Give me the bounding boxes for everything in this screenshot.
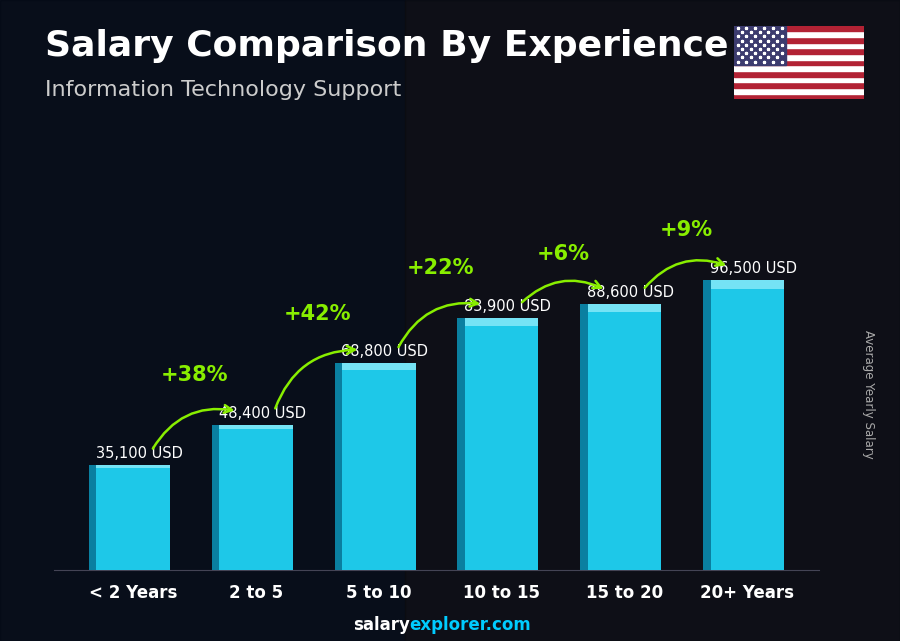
Bar [588, 304, 662, 570]
Text: 35,100 USD: 35,100 USD [95, 445, 183, 461]
Bar [342, 363, 416, 570]
Text: explorer.com: explorer.com [410, 616, 531, 634]
Text: 68,800 USD: 68,800 USD [341, 344, 428, 359]
Bar [734, 54, 864, 60]
Bar [588, 304, 662, 312]
Bar [734, 26, 864, 31]
Bar [335, 363, 342, 570]
Bar [89, 465, 96, 570]
Bar [734, 26, 786, 65]
Text: Information Technology Support: Information Technology Support [45, 80, 401, 100]
Text: Average Yearly Salary: Average Yearly Salary [862, 330, 875, 458]
Text: 96,500 USD: 96,500 USD [710, 261, 797, 276]
Bar [96, 465, 170, 570]
Text: +38%: +38% [161, 365, 229, 385]
Bar [734, 37, 864, 43]
Text: +9%: +9% [660, 221, 713, 240]
Bar [734, 31, 864, 37]
Bar [342, 363, 416, 370]
Bar [710, 280, 784, 570]
Bar [219, 425, 292, 570]
Bar [0, 0, 405, 641]
Bar [219, 425, 292, 429]
Text: 83,900 USD: 83,900 USD [464, 299, 551, 314]
Bar [734, 88, 864, 94]
Bar [96, 465, 170, 468]
Bar [457, 318, 464, 570]
Bar [464, 318, 538, 326]
Bar [710, 280, 784, 288]
Bar [580, 304, 588, 570]
Text: +22%: +22% [407, 258, 474, 278]
Bar [734, 43, 864, 48]
Bar [734, 65, 864, 71]
Text: Salary Comparison By Experience: Salary Comparison By Experience [45, 29, 728, 63]
Bar [734, 94, 864, 99]
Bar [464, 318, 538, 570]
Text: 88,600 USD: 88,600 USD [587, 285, 674, 299]
Text: +42%: +42% [284, 304, 351, 324]
Bar [703, 280, 710, 570]
Bar [405, 0, 900, 641]
Text: salary: salary [353, 616, 410, 634]
Bar [212, 425, 219, 570]
Bar [734, 60, 864, 65]
Bar [734, 71, 864, 77]
Bar [734, 48, 864, 54]
Text: +6%: +6% [536, 244, 590, 264]
Bar [734, 82, 864, 88]
Text: 48,400 USD: 48,400 USD [219, 406, 305, 420]
Bar [734, 77, 864, 82]
